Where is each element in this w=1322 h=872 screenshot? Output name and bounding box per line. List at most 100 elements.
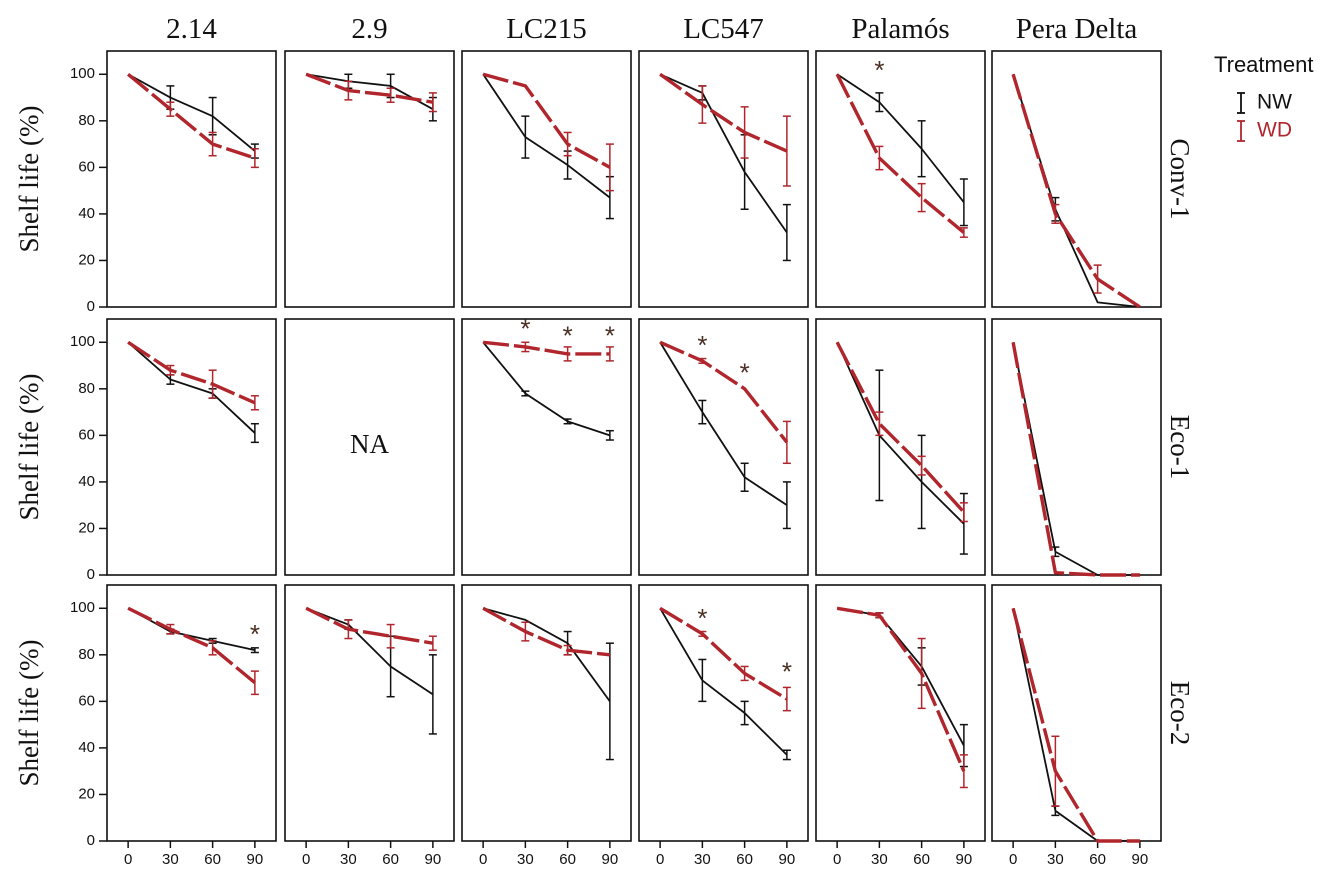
column-title-pera-delta: Pera Delta — [1016, 13, 1138, 45]
significance-star: * — [520, 314, 530, 344]
significance-star: * — [697, 330, 707, 360]
series-line-nw — [127, 341, 256, 434]
y-tick-label: 20 — [78, 785, 95, 802]
column-title-palam-s: Palamós — [851, 13, 949, 45]
column-title-2-14: 2.14 — [166, 13, 217, 45]
series-line-wd — [1011, 341, 1140, 577]
panel-eco-2-lc215 — [461, 584, 632, 842]
y-axis-label: Shelf life (%) — [14, 374, 44, 521]
series-line-wd — [835, 341, 966, 514]
panel-conv-1-pera-delta — [991, 50, 1162, 308]
y-tick-label: 80 — [78, 380, 95, 397]
x-tick-label: 0 — [656, 851, 664, 868]
y-tick-label: 60 — [78, 426, 95, 443]
series-line-wd — [659, 340, 789, 444]
x-tick-label: 30 — [871, 851, 888, 868]
series-line-nw — [482, 73, 611, 199]
x-tick-label: 90 — [956, 851, 973, 868]
x-tick-label: 0 — [124, 851, 132, 868]
y-tick-label: 40 — [78, 205, 95, 222]
y-tick-label: 40 — [78, 739, 95, 756]
series-line-wd — [482, 340, 610, 356]
series-line-wd — [127, 72, 256, 160]
legend-title: Treatment — [1214, 52, 1313, 77]
x-tick-label: 30 — [517, 851, 534, 868]
panel-eco-2-palam-s — [815, 584, 986, 842]
column-title-lc215: LC215 — [506, 13, 587, 45]
y-tick-label: 80 — [78, 646, 95, 663]
series-line-nw — [836, 341, 965, 525]
column-title-2-9: 2.9 — [351, 13, 387, 45]
series-line-wd — [305, 72, 434, 104]
y-tick-label: 60 — [78, 158, 95, 175]
y-tick-label: 0 — [87, 566, 95, 583]
series-line-wd — [305, 606, 434, 645]
series-line-wd — [659, 606, 788, 701]
series-line-wd — [127, 606, 256, 685]
panel-eco-1-lc547 — [638, 318, 809, 576]
significance-star: * — [605, 320, 615, 350]
x-tick-label: 60 — [913, 851, 930, 868]
panel-conv-1-lc215 — [461, 50, 632, 308]
y-tick-label: 20 — [78, 519, 95, 536]
series-line-wd — [836, 606, 966, 772]
series-line-nw — [1012, 74, 1140, 308]
x-tick-label: 90 — [1132, 851, 1149, 868]
panel-eco-2-pera-delta — [991, 584, 1162, 842]
row-label-conv-1: Conv-1 — [1165, 139, 1195, 220]
panel-eco-1-2-9 — [284, 318, 455, 576]
significance-star: * — [563, 320, 573, 350]
significance-star: * — [740, 358, 750, 388]
series-line-nw — [659, 341, 788, 506]
x-tick-label: 30 — [162, 851, 179, 868]
column-title-lc547: LC547 — [683, 13, 764, 45]
x-tick-label: 0 — [302, 851, 310, 868]
panel-eco-1-palam-s — [815, 318, 986, 576]
series-line-nw — [1012, 342, 1140, 576]
row-label-eco-1: Eco-1 — [1165, 415, 1195, 479]
x-tick-label: 90 — [602, 851, 619, 868]
y-tick-label: 60 — [78, 692, 95, 709]
legend-label-nw: NW — [1257, 91, 1292, 114]
y-tick-label: 80 — [78, 112, 95, 129]
row-label-eco-2: Eco-2 — [1165, 681, 1195, 745]
series-line-wd — [835, 73, 965, 234]
x-tick-label: 60 — [382, 851, 399, 868]
na-label: NA — [350, 429, 389, 459]
x-tick-label: 60 — [204, 851, 221, 868]
series-line-nw — [482, 607, 611, 702]
panel-conv-1-2-9 — [284, 50, 455, 308]
legend-label-wd: WD — [1257, 119, 1292, 142]
series-line-wd — [127, 340, 256, 405]
series-line-nw — [127, 607, 256, 652]
series-line-wd — [659, 72, 788, 153]
y-tick-label: 20 — [78, 251, 95, 268]
x-tick-label: 0 — [1009, 851, 1017, 868]
y-axis-label: Shelf life (%) — [14, 640, 44, 787]
y-tick-label: 40 — [78, 473, 95, 490]
y-axis-label: Shelf life (%) — [14, 106, 44, 253]
panel-conv-1-palam-s — [815, 50, 986, 308]
y-tick-label: 100 — [70, 333, 95, 350]
x-tick-label: 60 — [559, 851, 576, 868]
y-tick-label: 0 — [87, 298, 95, 315]
x-tick-label: 30 — [694, 851, 711, 868]
series-line-nw — [127, 73, 256, 152]
panel-conv-1-2-14 — [106, 50, 277, 308]
significance-star: * — [782, 656, 792, 686]
x-tick-label: 60 — [736, 851, 753, 868]
x-tick-label: 0 — [479, 851, 487, 868]
panel-eco-2-2-14 — [106, 584, 277, 842]
significance-star: * — [250, 619, 260, 649]
panel-eco-2-lc547 — [638, 584, 809, 842]
series-line-wd — [482, 606, 611, 657]
y-tick-label: 100 — [70, 65, 95, 82]
series-line-nw — [836, 73, 965, 203]
series-line-nw — [482, 341, 611, 437]
series-line-wd — [482, 72, 611, 169]
x-tick-label: 30 — [340, 851, 357, 868]
panel-eco-1-lc215 — [461, 318, 632, 576]
panel-eco-2-2-9 — [284, 584, 455, 842]
significance-star: * — [697, 603, 707, 633]
